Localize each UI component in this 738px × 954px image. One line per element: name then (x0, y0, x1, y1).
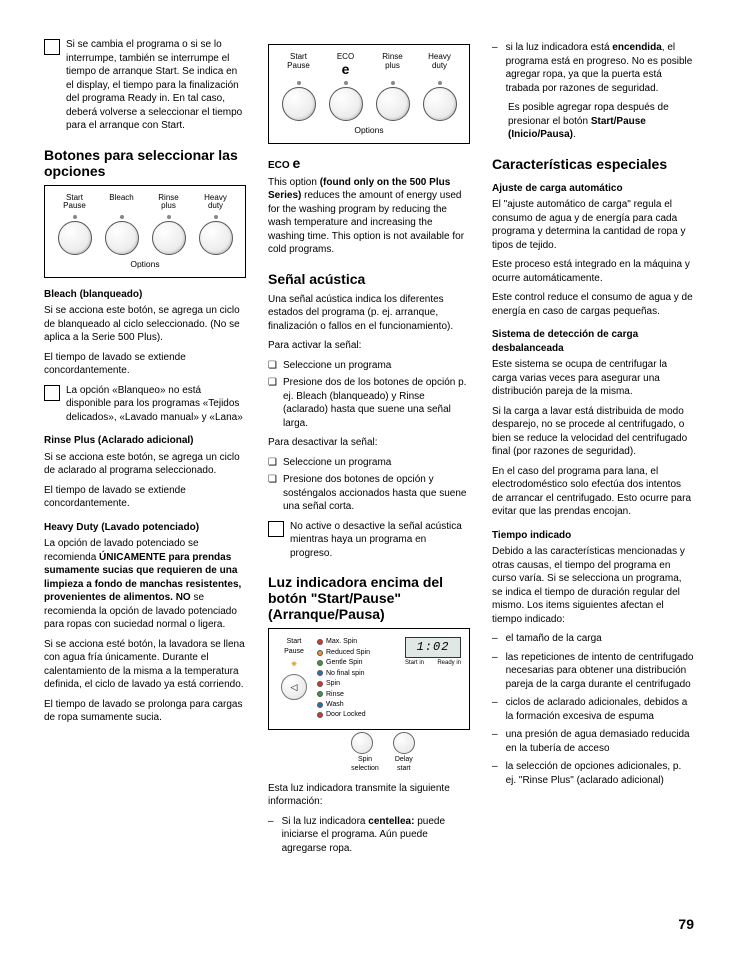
column-3: si la luz indicadora está encendida, el … (492, 38, 694, 861)
list-item: Seleccione un programa (283, 456, 391, 470)
list-item: las repeticiones de intento de centrifug… (506, 651, 694, 692)
para-tiempo-1: Debido a las características mencionadas… (492, 545, 694, 626)
list-item: el tamaño de la carga (506, 632, 602, 646)
dashlist-luz-cont: si la luz indicadora está encendida, el … (492, 41, 694, 95)
heading-luz: Luz indicadora encima del botón "Start/P… (268, 574, 470, 622)
para-ajuste-1: El "ajuste automático de carga" regula e… (492, 198, 694, 252)
note-senal: No active o desactive la señal acústica … (268, 520, 470, 561)
heading-rinse-plus: Rinse Plus (Aclarado adicional) (44, 434, 246, 448)
label-ready-in: Ready in (437, 659, 461, 667)
list-item: Presione dos botones de opción y sosténg… (283, 473, 470, 514)
list-item: ciclos de aclarado adicionales, debidos … (506, 696, 694, 723)
para-sist-3: En el caso del programa para lana, el el… (492, 465, 694, 519)
list-item: una presión de agua demasiado reducida e… (506, 728, 694, 755)
heading-bleach: Bleach (blanqueado) (44, 288, 246, 302)
checklist-deactivate: Seleccione un programa Presione dos boto… (268, 456, 470, 514)
options-panel-4btn: Start PauseBleachRinse plusHeavy duty Op… (44, 185, 246, 278)
list-item: Si la luz indicadora centellea: puede in… (282, 815, 470, 856)
dial-heavy-duty (199, 221, 233, 255)
sp-bottom-dials: Spin selection Delay start (296, 732, 470, 774)
label-start-in: Start in (405, 659, 424, 667)
list-item: Presione dos de los botones de opción p.… (283, 376, 470, 430)
note-text: La opción «Blanqueo» no está disponible … (66, 384, 246, 425)
dashlist-luz: Si la luz indicadora centellea: puede in… (268, 815, 470, 856)
indicator-light-icon: ✷ (277, 658, 311, 670)
note-text: No active o desactive la señal acústica … (290, 520, 470, 561)
note-program-change: Si se cambia el programa o si se lo inte… (44, 38, 246, 133)
para-rinse-1: Si se acciona este botón, se agrega un c… (44, 451, 246, 478)
dashlist-tiempo: el tamaño de la carga las repeticiones d… (492, 632, 694, 787)
heading-eco: ECO e (268, 154, 470, 173)
para-heavy-2: Si se acciona esté botón, la lavadora se… (44, 638, 246, 692)
dial-spin-selection (351, 732, 373, 754)
options-panel-eco: Start PauseECOeRinse plusHeavy duty Opti… (268, 44, 470, 144)
para-sist-1: Este sistema se ocupa de centrifugar la … (492, 358, 694, 399)
start-pause-indicator-panel: Start Pause ✷ ◁ Max. SpinReduced SpinGen… (268, 628, 470, 730)
note-box-icon (44, 385, 60, 401)
heading-senal: Señal acústica (268, 271, 470, 287)
heading-tiempo: Tiempo indicado (492, 529, 694, 543)
para-ajuste-2: Este proceso está integrado en la máquin… (492, 258, 694, 285)
list-item: la selección de opciones adicionales, p.… (506, 760, 694, 787)
column-2: Start PauseECOeRinse plusHeavy duty Opti… (268, 38, 470, 861)
lcd-time-display: 1:02 (405, 637, 461, 657)
dial-rinse-plus (376, 87, 410, 121)
para-senal-1: Una señal acústica indica los diferentes… (268, 293, 470, 334)
list-item: Seleccione un programa (283, 359, 391, 373)
para-after-start-pause: Es posible agregar ropa después de presi… (492, 101, 694, 142)
dial-start-pause (282, 87, 316, 121)
list-item: si la luz indicadora está encendida, el … (506, 41, 694, 95)
start-pause-button-icon: ◁ (281, 674, 307, 700)
para-ajuste-3: Este control reduce el consumo de agua y… (492, 291, 694, 318)
panel-footer-label: Options (275, 125, 463, 136)
dial-bleach (105, 221, 139, 255)
heading-botones: Botones para seleccionar las opciones (44, 147, 246, 179)
note-box-icon (268, 521, 284, 537)
para-bleach-1: Si se acciona este botón, se agrega un c… (44, 304, 246, 345)
dial-start-pause (58, 221, 92, 255)
note-text: Si se cambia el programa o si se lo inte… (66, 38, 246, 133)
para-heavy-3: El tiempo de lavado se prolonga para car… (44, 698, 246, 725)
para-senal-3: Para desactivar la señal: (268, 436, 470, 450)
heading-caracteristicas: Características especiales (492, 156, 694, 172)
dial-rinse-plus (152, 221, 186, 255)
para-rinse-2: El tiempo de lavado se extiende concorda… (44, 484, 246, 511)
label-start-pause: Start Pause (277, 637, 311, 656)
heading-heavy-duty: Heavy Duty (Lavado potenciado) (44, 521, 246, 535)
column-1: Si se cambia el programa o si se lo inte… (44, 38, 246, 861)
dial-eco (329, 87, 363, 121)
heading-ajuste: Ajuste de carga automático (492, 182, 694, 196)
para-heavy-1: La opción de lavado potenciado se recomi… (44, 537, 246, 632)
panel-footer-label: Options (51, 259, 239, 270)
para-bleach-2: El tiempo de lavado se extiende concorda… (44, 351, 246, 378)
para-sist-2: Si la carga a lavar está distribuida de … (492, 405, 694, 459)
note-bleach: La opción «Blanqueo» no está disponible … (44, 384, 246, 425)
heading-sistema: Sistema de detección de carga desbalance… (492, 328, 694, 355)
para-eco: This option (found only on the 500 Plus … (268, 176, 470, 257)
para-luz-1: Esta luz indicadora transmite la siguien… (268, 782, 470, 809)
eco-icon: e (292, 155, 300, 171)
checklist-activate: Seleccione un programa Presione dos de l… (268, 359, 470, 431)
note-box-icon (44, 39, 60, 55)
dial-delay-start (393, 732, 415, 754)
page-number: 79 (678, 915, 694, 934)
para-senal-2: Para activar la señal: (268, 339, 470, 353)
dial-heavy-duty (423, 87, 457, 121)
